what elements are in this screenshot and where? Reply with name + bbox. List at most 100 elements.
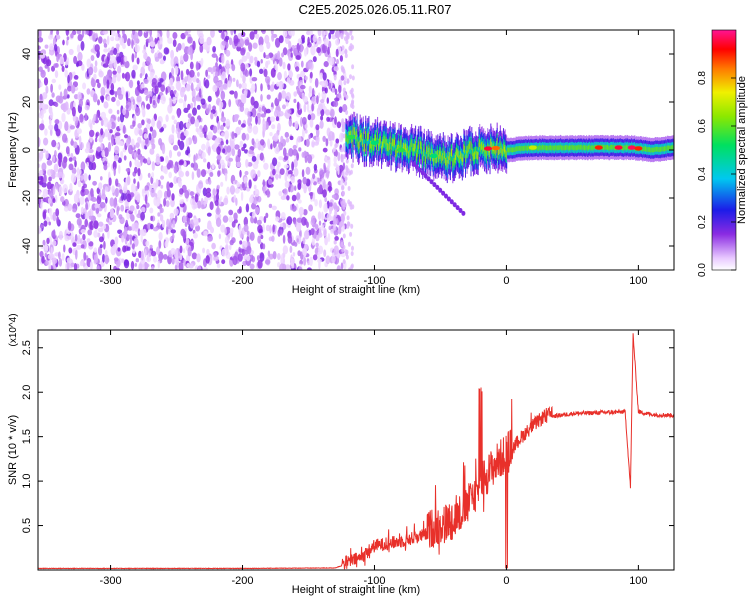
signal-cell <box>365 131 367 139</box>
noise-cell <box>333 155 337 164</box>
noise-cell <box>115 267 120 270</box>
noise-cell <box>257 235 261 244</box>
signal-cell <box>656 146 658 152</box>
noise-cell <box>249 231 255 241</box>
noise-cell <box>173 208 179 216</box>
noise-cell <box>44 44 49 49</box>
noise-cell <box>350 251 354 257</box>
noise-cell <box>80 206 84 216</box>
noise-cell <box>303 256 307 266</box>
noise-cell <box>88 215 94 220</box>
noise-cell <box>316 127 320 138</box>
noise-cell <box>142 61 146 68</box>
noise-cell <box>206 74 211 79</box>
noise-cell <box>81 185 85 193</box>
noise-cell <box>341 45 345 51</box>
noise-cell <box>272 251 277 260</box>
noise-cell <box>177 109 181 119</box>
noise-cell <box>287 234 293 244</box>
noise-cell <box>141 83 145 89</box>
noise-cell <box>197 71 200 77</box>
noise-cell <box>223 197 229 206</box>
noise-cell <box>143 133 148 139</box>
signal-cell <box>584 145 586 151</box>
noise-cell <box>157 52 163 59</box>
noise-cell <box>230 140 235 149</box>
noise-cell <box>54 119 60 125</box>
noise-cell <box>109 208 115 219</box>
noise-cell <box>239 105 245 112</box>
noise-cell <box>92 180 97 186</box>
noise-cell <box>293 167 299 177</box>
noise-cell <box>310 45 316 56</box>
noise-cell <box>200 197 204 206</box>
noise-cell <box>141 188 145 197</box>
snr-series-line <box>38 333 674 570</box>
noise-cell <box>52 185 56 195</box>
noise-cell <box>342 199 346 204</box>
noise-cell <box>159 59 165 65</box>
signal-cell <box>567 145 569 151</box>
noise-cell <box>195 97 202 102</box>
noise-cell <box>126 38 131 47</box>
noise-cell <box>170 247 176 255</box>
noise-cell <box>151 172 155 179</box>
noise-cell <box>72 242 77 247</box>
noise-cell <box>166 181 170 192</box>
noise-cell <box>321 82 325 88</box>
noise-cell <box>249 68 253 77</box>
noise-cell <box>222 122 226 127</box>
noise-cell <box>123 191 127 201</box>
noise-cell <box>272 224 275 233</box>
signal-cell <box>573 145 575 151</box>
noise-cell <box>328 32 332 40</box>
noise-cell <box>90 55 95 61</box>
noise-cell <box>193 217 196 223</box>
noise-cell <box>297 136 302 143</box>
signal-cell <box>653 147 655 153</box>
noise-cell <box>342 87 346 93</box>
noise-cell <box>131 183 136 193</box>
noise-cell <box>222 83 228 91</box>
signal-cell <box>483 143 485 152</box>
noise-cell <box>67 220 72 231</box>
noise-cell <box>202 247 206 254</box>
noise-cell <box>62 133 68 143</box>
noise-cell <box>239 140 244 148</box>
noise-cell <box>166 30 170 39</box>
noise-cell <box>243 90 248 98</box>
noise-cell <box>160 175 165 180</box>
signal-cell <box>542 144 544 150</box>
noise-cell <box>49 118 52 126</box>
noise-cell <box>143 78 149 84</box>
noise-cell <box>154 85 159 95</box>
noise-cell <box>301 169 305 178</box>
signal-tail <box>420 170 425 176</box>
noise-cell <box>135 106 141 117</box>
noise-cell <box>252 210 256 219</box>
noise-cell <box>149 126 154 132</box>
signal-cell <box>651 147 653 153</box>
noise-cell <box>64 69 68 78</box>
noise-cell <box>211 242 216 250</box>
noise-cell <box>247 162 253 167</box>
signal-cell <box>454 155 456 163</box>
signal-cell <box>423 148 425 157</box>
noise-cell <box>311 87 315 98</box>
noise-cell <box>63 88 68 98</box>
noise-cell <box>188 153 191 158</box>
noise-cell <box>235 99 239 105</box>
signal-cell <box>506 147 508 153</box>
noise-cell <box>266 188 270 198</box>
noise-cell <box>272 157 278 167</box>
noise-cell <box>48 176 52 182</box>
signal-cell <box>389 136 391 144</box>
noise-cell <box>78 98 83 107</box>
noise-cell <box>64 235 70 242</box>
signal-cell <box>508 148 510 153</box>
noise-cell <box>345 158 349 164</box>
noise-cell <box>38 163 41 168</box>
noise-cell <box>225 244 229 250</box>
signal-cell <box>507 147 509 153</box>
